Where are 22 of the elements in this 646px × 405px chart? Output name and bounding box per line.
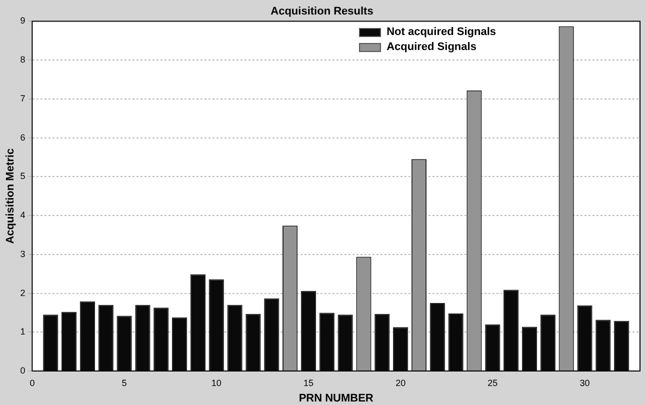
x-tick-label: 25 [488,378,498,388]
chart-title: Acquisition Results [270,6,374,18]
y-tick-label: 2 [20,288,26,298]
x-tick-label: 10 [211,378,222,388]
y-tick-label: 7 [20,93,26,104]
y-tick-label: 0 [20,365,26,376]
y-tick-label: 1 [20,326,26,337]
y-tick-label: 4 [20,210,26,220]
x-tick-label: 15 [303,378,314,388]
y-tick-label: 9 [20,16,26,26]
x-tick-label: 0 [30,378,35,388]
x-tick-label: 5 [122,378,127,388]
y-axis-title: Acquisition Metric [4,148,17,244]
x-axis-title: PRN NUMBER [298,392,374,404]
y-tick-label: 5 [20,171,26,182]
y-tick-label: 6 [20,132,26,142]
legend-label: Not acquired Signals [386,26,496,38]
y-tick-label: 8 [20,54,26,65]
y-tick-label: 3 [20,248,26,259]
legend-label: Acquired Signals [386,41,476,53]
x-tick-label: 30 [580,378,590,388]
x-tick-label: 20 [396,378,406,388]
